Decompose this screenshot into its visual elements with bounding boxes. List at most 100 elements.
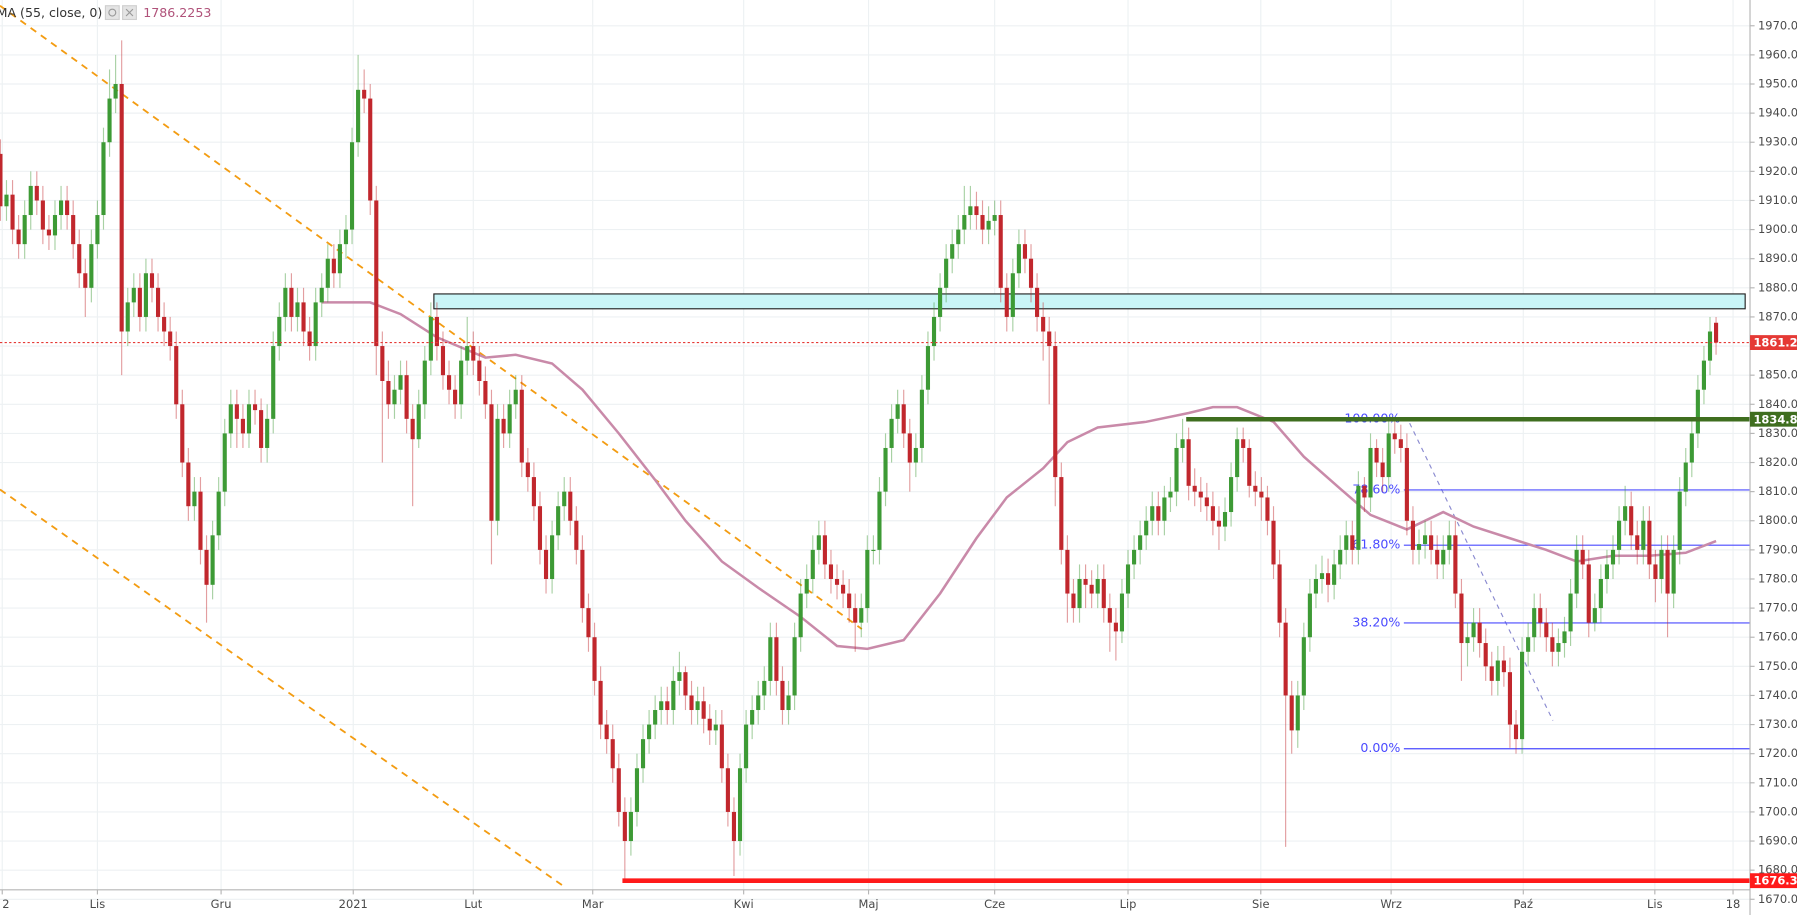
candle-body <box>1617 520 1622 550</box>
candle-body <box>1301 637 1306 696</box>
y-tick-label: 1780.00 <box>1758 571 1797 585</box>
candle-body <box>1532 608 1537 638</box>
candle-body <box>1459 593 1464 644</box>
candle-body <box>34 185 39 201</box>
candle-body <box>416 404 421 440</box>
candle-body <box>1659 549 1664 579</box>
candle-body <box>1604 564 1610 579</box>
candle-body <box>938 287 943 317</box>
x-tick-label: Mar <box>582 897 604 911</box>
candle-body <box>1641 520 1646 550</box>
candle-body <box>489 404 494 521</box>
candle-body <box>1168 491 1173 498</box>
candle-body <box>1465 637 1470 644</box>
candle-body <box>1629 506 1634 536</box>
candle-body <box>974 206 979 216</box>
candle-body <box>1386 433 1391 478</box>
candle-body <box>1350 535 1355 550</box>
candle-body <box>634 768 640 812</box>
candle-body <box>1319 573 1325 579</box>
candle-body <box>1647 520 1652 565</box>
candle-body <box>495 418 500 521</box>
candle-body <box>40 200 45 230</box>
candle-body <box>1586 564 1591 623</box>
candle-body <box>168 331 173 347</box>
candle-body <box>853 608 858 623</box>
candle-body <box>525 462 530 478</box>
candle-body <box>1132 549 1137 565</box>
candle-body <box>131 287 136 303</box>
price-level-box <box>1750 335 1797 350</box>
candle-body <box>404 375 409 419</box>
settings-icon-glyph <box>108 8 117 17</box>
candle-body <box>265 418 270 448</box>
candle-body <box>313 302 318 347</box>
y-tick-label: 1850.00 <box>1758 368 1797 382</box>
candle-body <box>1259 491 1264 498</box>
candle-body <box>386 380 391 405</box>
candle-body <box>701 701 706 719</box>
candle-body <box>1065 549 1070 594</box>
candle-body <box>1125 564 1131 594</box>
candle-body <box>931 316 937 347</box>
candle-body <box>228 404 233 434</box>
candle-body <box>568 491 573 521</box>
candle-body <box>1192 485 1197 492</box>
candle-body <box>828 564 834 579</box>
candle-body <box>1162 497 1167 521</box>
candle-body <box>1265 497 1270 521</box>
candle-body <box>659 701 664 711</box>
candle-body <box>1295 695 1300 731</box>
candle-body <box>913 447 918 463</box>
y-tick-label: 1710.00 <box>1758 775 1797 789</box>
x-tick-label: Sie <box>1252 897 1270 911</box>
candle-body <box>695 701 700 711</box>
y-tick-label: 1920.00 <box>1758 164 1797 178</box>
candle-body <box>1235 439 1240 478</box>
candle-body <box>1362 485 1367 498</box>
candle-body <box>301 302 306 332</box>
candle-body <box>562 491 567 507</box>
candle-body <box>1677 491 1682 550</box>
candle-body <box>628 811 633 842</box>
candle-body <box>1344 535 1349 550</box>
candle-body <box>610 739 615 769</box>
y-tick-label: 1820.00 <box>1758 455 1797 469</box>
candle-body <box>1004 287 1009 317</box>
candle-body <box>1059 477 1064 550</box>
indicator-label: MA (55, close, 0) <box>0 5 102 20</box>
y-tick-label: 1720.00 <box>1758 746 1797 760</box>
price-level-box <box>1750 873 1797 889</box>
candle-body <box>1338 549 1343 565</box>
candle-body <box>216 491 221 536</box>
close-icon-glyph <box>125 8 134 17</box>
candle-body <box>434 316 439 347</box>
candle-body <box>186 462 191 507</box>
candle-body <box>604 724 609 740</box>
candle-body <box>725 768 730 812</box>
candle-body <box>356 89 361 143</box>
candle-body <box>689 695 694 711</box>
candle-body <box>101 142 106 216</box>
candle-body <box>992 215 997 221</box>
candle-body <box>1592 608 1597 623</box>
candle-body <box>1198 491 1203 498</box>
candle-body <box>786 695 791 711</box>
candle-body <box>1356 485 1361 550</box>
y-tick-label: 1740.00 <box>1758 688 1797 702</box>
candle-body <box>1423 535 1428 545</box>
candle-body <box>410 418 415 440</box>
fib-trend-line <box>1409 422 1554 721</box>
candle-body <box>616 768 621 812</box>
candle-body <box>998 215 1003 288</box>
price-level-label: 1834.87 <box>1753 412 1797 426</box>
candle-body <box>349 142 355 230</box>
candle-body <box>89 244 94 288</box>
candle-body <box>283 287 288 317</box>
settings-icon[interactable] <box>104 5 120 21</box>
candle-body <box>428 316 433 361</box>
x-tick-label: Maj <box>859 897 879 911</box>
candle-body <box>398 375 403 390</box>
candle-body <box>1174 447 1179 492</box>
candle-body <box>83 273 88 288</box>
